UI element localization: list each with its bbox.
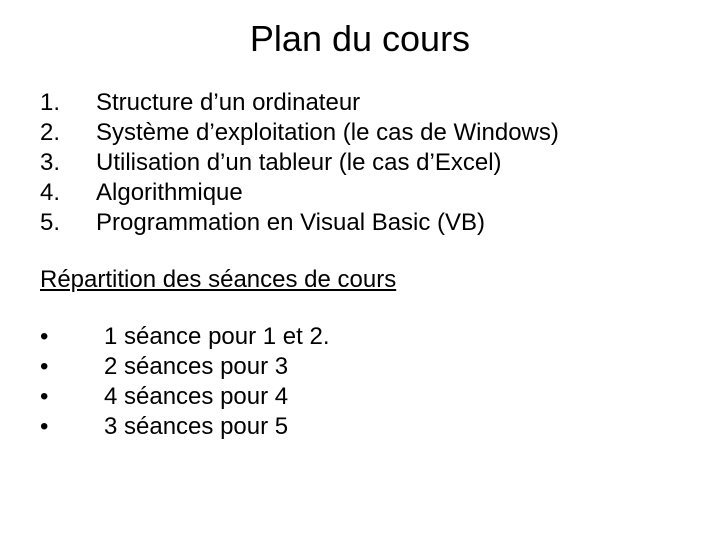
slide-title: Plan du cours	[40, 18, 680, 60]
list-item: 1. Structure d’un ordinateur	[40, 88, 680, 118]
list-number: 3.	[40, 148, 96, 178]
slide: Plan du cours 1. Structure d’un ordinate…	[0, 0, 720, 540]
list-number: 4.	[40, 178, 96, 208]
list-number: 1.	[40, 88, 96, 118]
bullet-icon: •	[40, 352, 96, 382]
list-text: 1 séance pour 1 et 2.	[96, 322, 330, 352]
list-item: • 3 séances pour 5	[40, 412, 680, 442]
bullet-icon: •	[40, 382, 96, 412]
list-item: • 2 séances pour 3	[40, 352, 680, 382]
list-text: Utilisation d’un tableur (le cas d’Excel…	[96, 148, 502, 178]
list-text: 3 séances pour 5	[96, 412, 288, 442]
bullet-icon: •	[40, 412, 96, 442]
list-text: Système d’exploitation (le cas de Window…	[96, 118, 559, 148]
list-item: 3. Utilisation d’un tableur (le cas d’Ex…	[40, 148, 680, 178]
list-text: Programmation en Visual Basic (VB)	[96, 208, 485, 238]
numbered-list: 1. Structure d’un ordinateur 2. Système …	[40, 88, 680, 238]
bullet-icon: •	[40, 322, 96, 352]
list-item: 5. Programmation en Visual Basic (VB)	[40, 208, 680, 238]
subheading: Répartition des séances de cours	[40, 266, 680, 294]
list-text: 4 séances pour 4	[96, 382, 288, 412]
list-number: 5.	[40, 208, 96, 238]
list-item: • 4 séances pour 4	[40, 382, 680, 412]
list-text: Structure d’un ordinateur	[96, 88, 360, 118]
list-item: 2. Système d’exploitation (le cas de Win…	[40, 118, 680, 148]
list-number: 2.	[40, 118, 96, 148]
list-text: Algorithmique	[96, 178, 243, 208]
list-text: 2 séances pour 3	[96, 352, 288, 382]
bulleted-list: • 1 séance pour 1 et 2. • 2 séances pour…	[40, 322, 680, 442]
list-item: 4. Algorithmique	[40, 178, 680, 208]
list-item: • 1 séance pour 1 et 2.	[40, 322, 680, 352]
